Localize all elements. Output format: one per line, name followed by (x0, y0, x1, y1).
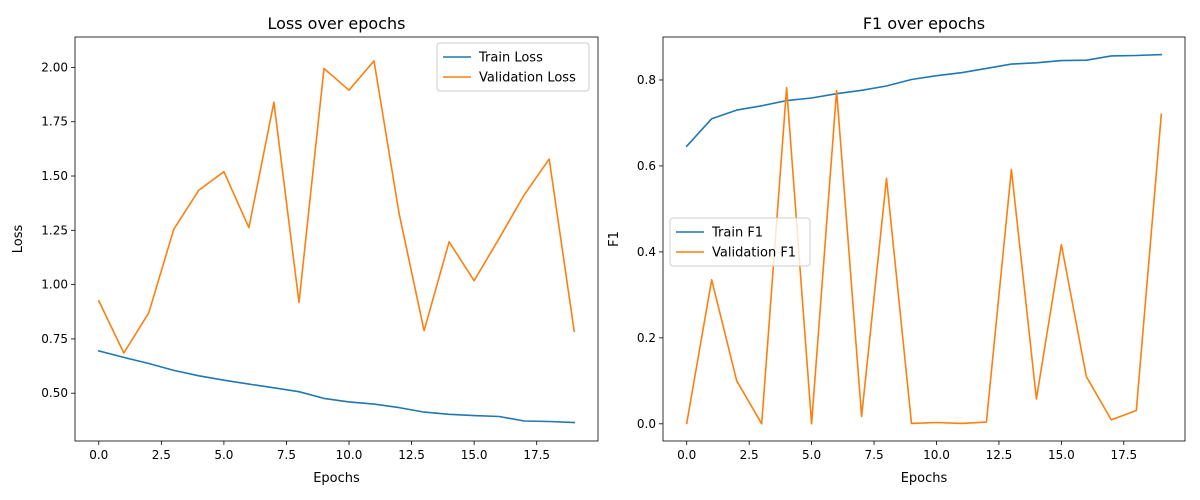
y-tick-label: 0.0 (637, 417, 656, 431)
series-line-train-f1 (685, 53, 1163, 148)
y-tick-label: 0.75 (41, 332, 68, 346)
x-tick-label: 12.5 (398, 448, 425, 462)
x-tick-label: 2.5 (740, 448, 759, 462)
y-tick-label: 1.00 (41, 278, 68, 292)
legend: Train F1 Validation F1 (669, 217, 811, 267)
x-tick-label: 15.0 (461, 448, 488, 462)
y-tick-label: 0.50 (41, 386, 68, 400)
legend-label: Train Loss (478, 51, 543, 66)
x-tick-label: 12.5 (986, 448, 1013, 462)
x-tick-label: 10.0 (336, 448, 363, 462)
legend: Train Loss Validation Loss (436, 42, 590, 92)
x-axis-label: Epochs (313, 471, 360, 486)
series-line-validation-f1 (685, 86, 1163, 425)
x-tick-label: 0.0 (677, 448, 696, 462)
y-tick-label: 2.00 (41, 60, 68, 74)
chart-panel-1: Loss over epochs 0.0 2.5 5.0 7.5 10.0 12.5 15.0… (11, 14, 599, 486)
legend-label: Train F1 (711, 226, 763, 241)
y-axis-label: Loss (11, 225, 26, 254)
y-tick-label: 1.25 (41, 223, 68, 237)
legend-label: Validation F1 (712, 246, 796, 261)
y-tick-label: 0.4 (637, 245, 656, 259)
x-tick-label: 0.0 (89, 448, 108, 462)
x-tick-label: 15.0 (1048, 448, 1075, 462)
chart-title: F1 over epochs (863, 14, 985, 33)
axes-frame (662, 36, 1186, 442)
legend-box (436, 42, 590, 92)
x-tick-label: 10.0 (923, 448, 950, 462)
x-tick-label: 7.5 (277, 448, 296, 462)
x-tick-label: 2.5 (152, 448, 171, 462)
y-axis-label: F1 (607, 231, 622, 247)
x-tick-label: 7.5 (865, 448, 884, 462)
x-tick-label: 17.5 (523, 448, 550, 462)
y-tick-label: 1.75 (41, 115, 68, 129)
y-tick-label: 1.50 (41, 169, 68, 183)
legend-box (669, 217, 811, 267)
series-line-train-loss (97, 349, 576, 424)
chart-title: Loss over epochs (267, 14, 405, 33)
axes-frame (74, 36, 599, 442)
series-line-validation-loss (97, 60, 576, 354)
y-tick-label: 0.2 (637, 331, 656, 345)
x-tick-label: 5.0 (802, 448, 821, 462)
x-axis-label: Epochs (901, 471, 948, 486)
y-tick-label: 0.8 (637, 73, 656, 87)
chart-panel-2: F1 over epochs 0.0 2.5 5.0 7.5 10.0 12.5 15.0 17… (607, 14, 1186, 486)
x-tick-label: 17.5 (1110, 448, 1137, 462)
x-tick-label: 5.0 (214, 448, 233, 462)
y-tick-label: 0.6 (637, 159, 656, 173)
legend-label: Validation Loss (479, 71, 576, 86)
